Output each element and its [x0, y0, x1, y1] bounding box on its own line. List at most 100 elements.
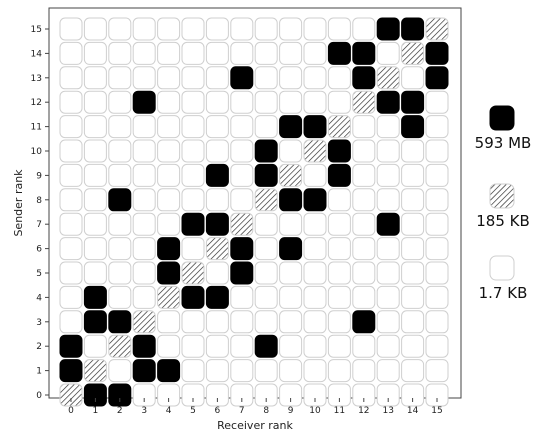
- cell-s9-r2: [108, 163, 132, 187]
- cell-s1-r13: [376, 359, 400, 383]
- cell-s13-r7: [230, 66, 254, 90]
- cell-s14-r2: [108, 41, 132, 65]
- y-axis-label: Sender rank: [12, 169, 25, 237]
- x-tick-label: 12: [358, 406, 369, 416]
- cell-s0-r7: [230, 383, 254, 407]
- cell-s13-r8: [254, 66, 278, 90]
- y-tick-label: 10: [31, 147, 43, 157]
- cell-s0-r6: [205, 383, 229, 407]
- legend-swatch-low: [489, 255, 515, 281]
- cell-s5-r15: [425, 261, 449, 285]
- cell-s3-r5: [181, 310, 205, 334]
- cell-s4-r9: [279, 285, 303, 309]
- x-tick-label: 2: [117, 406, 123, 416]
- cell-s5-r0: [59, 261, 83, 285]
- y-tick-label: 13: [31, 74, 42, 84]
- cell-s0-r15: [425, 383, 449, 407]
- cell-s8-r1: [83, 188, 107, 212]
- cell-s11-r7: [230, 115, 254, 139]
- legend-label-mid: 185 KB: [476, 212, 530, 230]
- cell-s14-r6: [205, 41, 229, 65]
- cell-s13-r4: [157, 66, 181, 90]
- cell-s7-r3: [132, 212, 156, 236]
- cell-s1-r15: [425, 359, 449, 383]
- cell-s2-r6: [205, 334, 229, 358]
- cell-s2-r8: [254, 334, 278, 358]
- cell-s13-r15: [425, 66, 449, 90]
- cell-s2-r11: [327, 334, 351, 358]
- cell-s0-r5: [181, 383, 205, 407]
- cell-s8-r5: [181, 188, 205, 212]
- x-tick-label: 14: [407, 406, 419, 416]
- cell-s13-r3: [132, 66, 156, 90]
- cell-s10-r13: [376, 139, 400, 163]
- cell-s3-r8: [254, 310, 278, 334]
- y-tick-label: 8: [36, 196, 42, 206]
- cell-s0-r9: [279, 383, 303, 407]
- cell-s5-r1: [83, 261, 107, 285]
- cell-s3-r14: [401, 310, 425, 334]
- cell-s1-r10: [303, 359, 327, 383]
- y-tick-label: 6: [36, 245, 42, 255]
- cell-s9-r14: [401, 163, 425, 187]
- x-tick-label: 10: [309, 406, 321, 416]
- cell-s13-r10: [303, 66, 327, 90]
- cell-s0-r3: [132, 383, 156, 407]
- cell-s4-r7: [230, 285, 254, 309]
- cell-s14-r9: [279, 41, 303, 65]
- cell-s4-r15: [425, 285, 449, 309]
- cell-s11-r14: [401, 115, 425, 139]
- cell-s2-r9: [279, 334, 303, 358]
- cell-s7-r8: [254, 212, 278, 236]
- cell-s1-r9: [279, 359, 303, 383]
- cell-s5-r6: [205, 261, 229, 285]
- cell-s7-r4: [157, 212, 181, 236]
- cell-s12-r1: [83, 90, 107, 114]
- cell-s12-r14: [401, 90, 425, 114]
- cell-s6-r3: [132, 237, 156, 261]
- x-tick-label: 6: [215, 406, 221, 416]
- y-tick-label: 3: [36, 318, 42, 328]
- cell-s6-r8: [254, 237, 278, 261]
- cell-s15-r7: [230, 17, 254, 41]
- cell-s9-r4: [157, 163, 181, 187]
- y-tick-label: 14: [31, 49, 43, 59]
- cell-s0-r0: [59, 383, 83, 407]
- cell-s9-r7: [230, 163, 254, 187]
- cell-s2-r12: [352, 334, 376, 358]
- cell-s3-r10: [303, 310, 327, 334]
- x-tick-label: 0: [68, 406, 74, 416]
- x-tick-label: 7: [239, 406, 245, 416]
- cell-s10-r10: [303, 139, 327, 163]
- cell-s7-r13: [376, 212, 400, 236]
- cell-s11-r1: [83, 115, 107, 139]
- cell-s10-r9: [279, 139, 303, 163]
- cell-s12-r9: [279, 90, 303, 114]
- cell-s1-r14: [401, 359, 425, 383]
- cell-s6-r0: [59, 237, 83, 261]
- cell-s1-r3: [132, 359, 156, 383]
- cell-s14-r4: [157, 41, 181, 65]
- cell-s10-r11: [327, 139, 351, 163]
- cell-s14-r0: [59, 41, 83, 65]
- legend-swatch-mid: [489, 183, 515, 209]
- cell-s15-r6: [205, 17, 229, 41]
- cell-s14-r8: [254, 41, 278, 65]
- cell-s5-r5: [181, 261, 205, 285]
- cell-s10-r2: [108, 139, 132, 163]
- cell-s4-r10: [303, 285, 327, 309]
- legend-swatch-high: [489, 105, 515, 131]
- cell-s14-r13: [376, 41, 400, 65]
- cell-s15-r5: [181, 17, 205, 41]
- cell-s5-r4: [157, 261, 181, 285]
- cell-s7-r0: [59, 212, 83, 236]
- cell-s14-r14: [401, 41, 425, 65]
- cell-s12-r10: [303, 90, 327, 114]
- cell-s6-r12: [352, 237, 376, 261]
- cell-s15-r12: [352, 17, 376, 41]
- cell-s9-r9: [279, 163, 303, 187]
- cell-s3-r6: [205, 310, 229, 334]
- legend-label-high: 593 MB: [475, 134, 532, 152]
- x-tick-label: 3: [141, 406, 147, 416]
